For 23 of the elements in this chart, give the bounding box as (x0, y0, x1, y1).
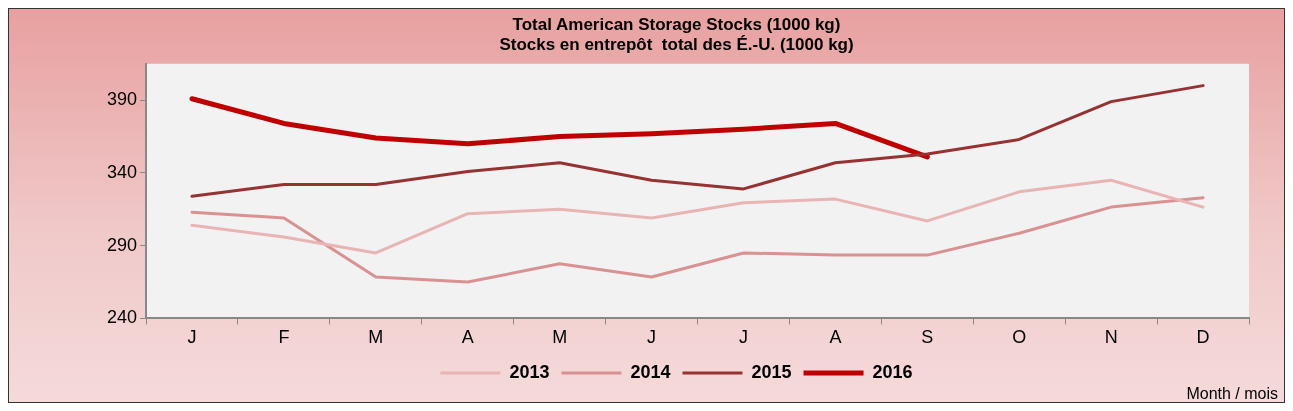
x-tick-label: A (461, 327, 474, 348)
y-tick-label: 340 (106, 161, 138, 182)
x-tick-label: M (368, 327, 384, 348)
x-tick-label: D (1196, 327, 1210, 348)
legend-label: 2016 (872, 361, 913, 382)
x-tick-label: S (921, 327, 934, 348)
x-tick-label: J (647, 327, 657, 348)
y-tick-label: 390 (106, 89, 138, 110)
legend-label: 2013 (509, 361, 550, 382)
x-axis-title: Month / mois (1186, 385, 1278, 403)
x-tick-label: A (829, 327, 842, 348)
x-tick-label: J (738, 327, 748, 348)
legend-label: 2015 (751, 361, 792, 382)
y-tick-label: 290 (106, 234, 138, 255)
x-tick-label: J (187, 327, 197, 348)
y-tick-label: 240 (106, 307, 138, 328)
x-tick-label: O (1012, 327, 1027, 348)
x-tick-label: F (278, 327, 290, 348)
x-tick-label: N (1104, 327, 1118, 348)
text: Stocks en entrepôt total des É.-U. (1000 kg) (499, 35, 854, 55)
legend-label: 2014 (630, 361, 671, 382)
text: Total American Storage Stocks (1000 kg) (512, 14, 841, 34)
x-tick-label: M (552, 327, 568, 348)
